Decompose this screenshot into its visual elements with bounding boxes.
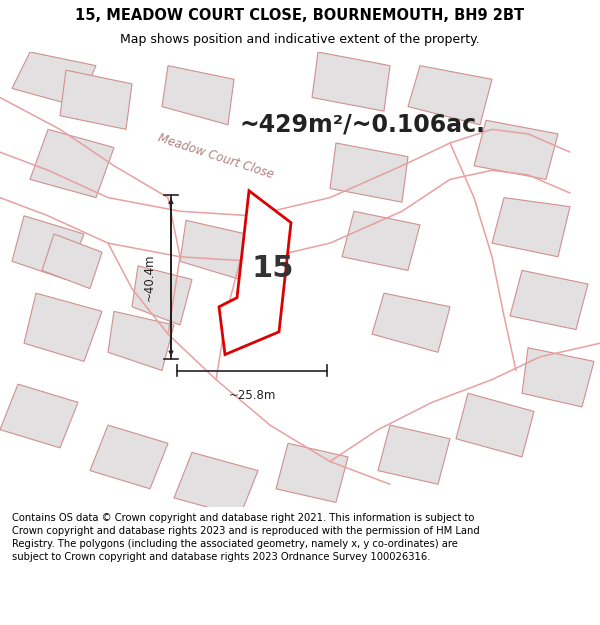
- Polygon shape: [90, 425, 168, 489]
- Polygon shape: [42, 234, 102, 289]
- Polygon shape: [180, 221, 246, 279]
- Text: Meadow Court Close: Meadow Court Close: [157, 132, 275, 181]
- Text: Map shows position and indicative extent of the property.: Map shows position and indicative extent…: [120, 32, 480, 46]
- Polygon shape: [522, 348, 594, 407]
- Polygon shape: [276, 443, 348, 503]
- Polygon shape: [12, 216, 84, 279]
- Text: 15, MEADOW COURT CLOSE, BOURNEMOUTH, BH9 2BT: 15, MEADOW COURT CLOSE, BOURNEMOUTH, BH9…: [76, 8, 524, 23]
- Polygon shape: [162, 66, 234, 125]
- Polygon shape: [174, 452, 258, 516]
- Polygon shape: [312, 52, 390, 111]
- Polygon shape: [456, 393, 534, 457]
- Polygon shape: [492, 198, 570, 257]
- Text: 15: 15: [252, 254, 294, 282]
- Text: ~40.4m: ~40.4m: [143, 254, 156, 301]
- Polygon shape: [30, 129, 114, 198]
- Polygon shape: [0, 384, 78, 448]
- Text: Contains OS data © Crown copyright and database right 2021. This information is : Contains OS data © Crown copyright and d…: [12, 513, 479, 562]
- Polygon shape: [330, 143, 408, 202]
- Polygon shape: [372, 293, 450, 352]
- Polygon shape: [510, 271, 588, 329]
- Polygon shape: [474, 120, 558, 179]
- Text: ~429m²/~0.106ac.: ~429m²/~0.106ac.: [240, 112, 486, 137]
- Polygon shape: [342, 211, 420, 271]
- Polygon shape: [108, 311, 174, 371]
- Polygon shape: [219, 191, 291, 354]
- Polygon shape: [24, 293, 102, 361]
- Polygon shape: [60, 70, 132, 129]
- Polygon shape: [132, 266, 192, 325]
- Text: ~25.8m: ~25.8m: [229, 389, 275, 402]
- Polygon shape: [378, 425, 450, 484]
- Polygon shape: [12, 52, 96, 107]
- Polygon shape: [408, 66, 492, 125]
